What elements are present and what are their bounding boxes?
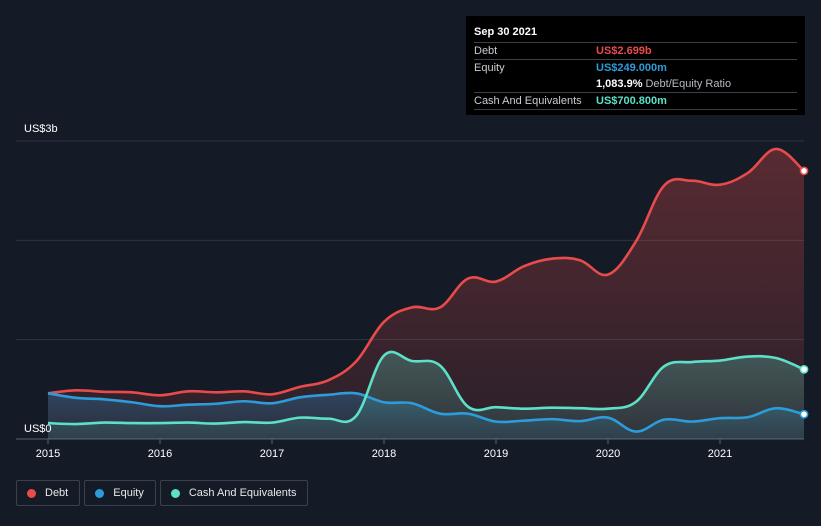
- y-tick-label-top: US$3b: [24, 123, 58, 135]
- axis-labels: US$3b US$0 2015 2016 2017 2018 2019 2020 2021: [24, 123, 732, 460]
- legend-item-cash[interactable]: Cash And Equivalents: [159, 480, 309, 506]
- x-tick-label: 2021: [708, 448, 732, 460]
- y-tick-label-bottom: US$0: [24, 423, 52, 435]
- legend-item-debt[interactable]: Debt: [16, 480, 81, 506]
- legend-label-cash: Cash And Equivalents: [188, 487, 297, 499]
- tooltip-equity-label: Equity: [474, 62, 505, 74]
- line-equity: [47, 391, 805, 433]
- legend-dot-cash: [170, 488, 180, 498]
- line-debt: [47, 147, 805, 397]
- legend-item-equity[interactable]: Equity: [84, 480, 156, 506]
- tooltip-panel: Sep 30 2021 Debt US$2.699b Equity US$249…: [466, 16, 805, 115]
- x-tick-label: 2020: [596, 448, 620, 460]
- series-areas: [48, 148, 804, 440]
- legend-dot-debt: [27, 488, 36, 498]
- tooltip-row-ratio: 1,083.9% Debt/Equity Ratio: [474, 76, 797, 93]
- tooltip-equity-value: US$249.000m: [596, 62, 667, 74]
- series-lines: [47, 147, 805, 433]
- tooltip-row-cash: Cash And Equivalents US$700.800m: [474, 93, 797, 110]
- legend: Debt Equity Cash And Equivalents: [16, 480, 312, 506]
- tooltip-ratio-label: Debt/Equity Ratio: [645, 78, 732, 90]
- x-tick-label: 2019: [484, 448, 508, 460]
- tooltip-date: Sep 30 2021: [474, 24, 797, 43]
- x-tick-label: 2017: [260, 448, 284, 460]
- tooltip-cash-value: US$700.800m: [596, 95, 667, 107]
- tooltip-debt-value: US$2.699b: [596, 45, 652, 57]
- series-end-markers: [799, 166, 809, 419]
- x-tick-label: 2018: [372, 448, 396, 460]
- legend-label-equity: Equity: [113, 487, 144, 499]
- tooltip-cash-label: Cash And Equivalents: [474, 95, 582, 107]
- area-debt: [48, 148, 804, 440]
- end-marker-debt: [799, 166, 809, 176]
- line-cash: [47, 350, 805, 426]
- area-cash: [48, 351, 804, 439]
- end-marker-equity: [799, 409, 809, 419]
- tooltip-row-debt: Debt US$2.699b: [474, 43, 797, 60]
- x-tick-label: 2016: [148, 448, 172, 460]
- tooltip-debt-label: Debt: [474, 45, 498, 57]
- legend-label-debt: Debt: [45, 487, 69, 499]
- tooltip-ratio-value: 1,083.9%: [596, 78, 643, 90]
- tooltip-row-equity: Equity US$249.000m: [474, 60, 797, 76]
- end-marker-cash: [799, 364, 809, 374]
- legend-dot-equity: [95, 488, 105, 498]
- x-tick-label: 2015: [36, 448, 60, 460]
